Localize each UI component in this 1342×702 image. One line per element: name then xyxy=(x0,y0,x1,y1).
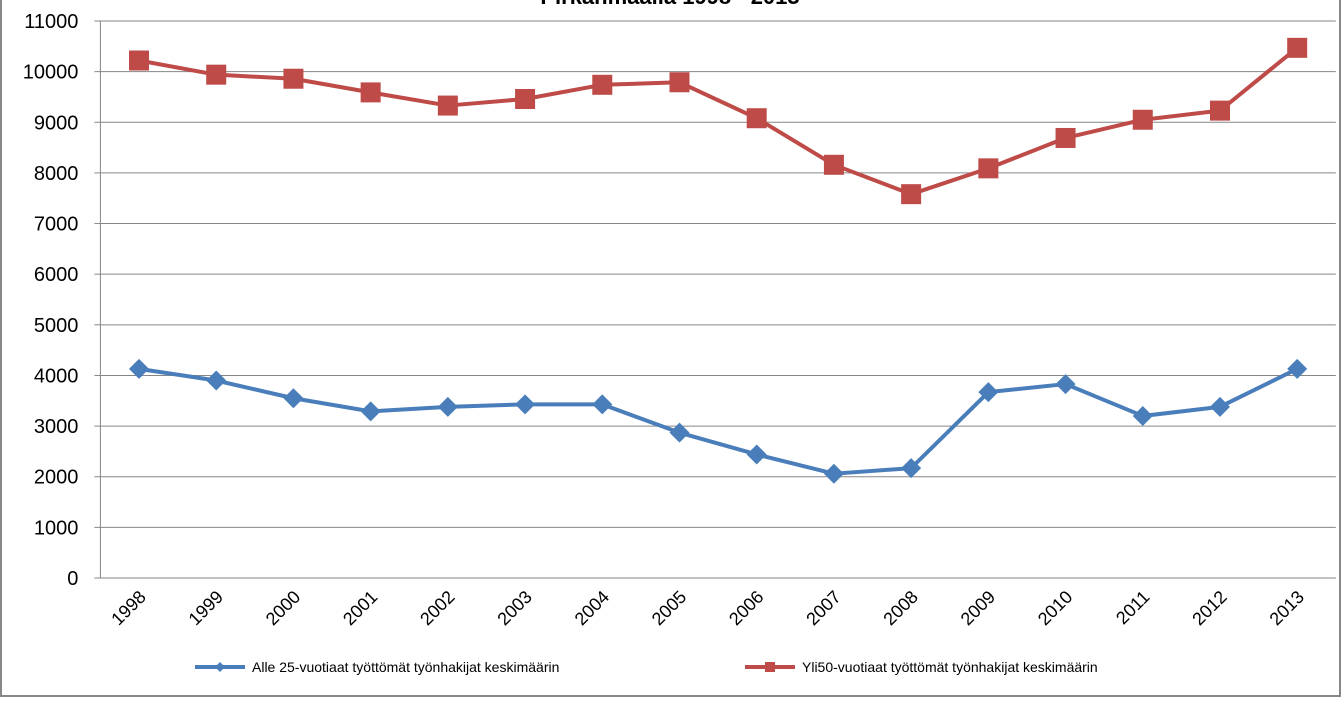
point xyxy=(746,108,767,129)
point xyxy=(206,64,227,85)
point xyxy=(1132,109,1153,130)
legend-marker xyxy=(215,662,225,672)
y-tick-label: 8000 xyxy=(34,163,79,185)
point xyxy=(283,68,304,89)
point xyxy=(360,82,381,103)
point xyxy=(592,394,613,415)
point xyxy=(823,463,844,484)
series-line xyxy=(138,46,1299,197)
point xyxy=(978,382,999,403)
y-tick-label: 3000 xyxy=(34,416,79,438)
point xyxy=(669,422,690,443)
point xyxy=(823,154,844,175)
point xyxy=(360,401,381,422)
point xyxy=(283,388,304,409)
point xyxy=(1055,374,1076,395)
point xyxy=(746,444,767,465)
y-tick-label: 6000 xyxy=(34,264,79,286)
series-line xyxy=(138,366,1299,476)
point xyxy=(1055,127,1076,148)
point xyxy=(515,394,536,415)
point xyxy=(901,184,922,205)
legend-marker xyxy=(765,662,775,672)
point xyxy=(1287,358,1308,379)
point xyxy=(1209,100,1230,121)
point xyxy=(129,358,150,379)
y-tick-label: 0 xyxy=(67,568,78,590)
legend-label: Yli50-vuotiaat työttömät työnhakijat kes… xyxy=(802,659,1098,675)
y-tick-label: 5000 xyxy=(34,315,79,337)
point xyxy=(1209,396,1230,417)
point xyxy=(1287,37,1308,58)
chart-title: Pirkanmaalla 1998 - 2013 xyxy=(540,0,799,9)
legend-label: Alle 25-vuotiaat työttömät työnhakijat k… xyxy=(252,659,559,675)
point xyxy=(592,74,613,95)
y-tick-label: 2000 xyxy=(34,467,79,489)
y-tick-label: 4000 xyxy=(34,365,79,387)
point xyxy=(978,158,999,179)
y-tick-label: 11000 xyxy=(24,11,78,33)
point xyxy=(669,72,690,93)
y-tick-label: 9000 xyxy=(34,112,79,134)
point xyxy=(901,458,922,479)
point xyxy=(515,88,536,109)
y-tick-label: 10000 xyxy=(23,62,79,84)
point xyxy=(206,370,227,391)
y-tick-label: 7000 xyxy=(34,214,79,236)
point xyxy=(437,95,458,116)
y-tick-label: 1000 xyxy=(34,517,79,539)
point xyxy=(129,50,150,71)
point xyxy=(1132,405,1153,426)
point xyxy=(437,396,458,417)
